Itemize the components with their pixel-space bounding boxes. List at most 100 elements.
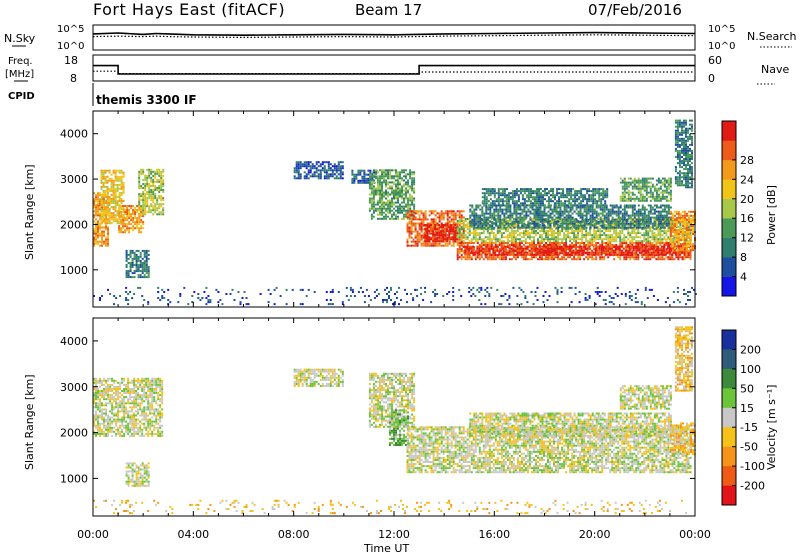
- scatter-cell: [627, 216, 630, 219]
- scatter-cell: [474, 238, 477, 241]
- scatter-cell: [462, 224, 465, 227]
- scatter-cell: [486, 220, 489, 222]
- scatter-cell: [521, 218, 524, 221]
- scatter-cell: [555, 256, 557, 259]
- scatter-cell: [368, 207, 371, 210]
- scatter-region-3: [138, 168, 165, 216]
- scatter-cell: [148, 191, 151, 193]
- scatter-cell: [498, 253, 501, 256]
- scatter-cell: [535, 208, 538, 211]
- scatter-cell: [549, 240, 551, 243]
- scatter-cell: [514, 222, 517, 224]
- scatter-cell: [397, 197, 399, 200]
- scatter-cell: [409, 207, 412, 210]
- scatter-cell: [599, 208, 602, 211]
- scatter-cell: [397, 187, 399, 190]
- scatter-cell: [458, 240, 461, 243]
- scatter-cell: [503, 214, 506, 217]
- scatter-cell: [381, 209, 383, 212]
- scatter-cell: [387, 211, 389, 214]
- scatter-cell: [615, 232, 618, 235]
- scatter-cell: [150, 209, 153, 212]
- scatter-cell: [97, 220, 99, 223]
- scatter-cell: [634, 247, 637, 250]
- scatter-cell: [131, 276, 134, 279]
- scatter-cell: [397, 189, 399, 192]
- scatter-cell: [502, 246, 505, 248]
- scatter-cell: [471, 206, 474, 209]
- scatter-cell: [659, 228, 662, 231]
- scatter-cell: [597, 226, 600, 229]
- scatter-cell: [496, 244, 499, 246]
- scatter-cell: [618, 251, 621, 254]
- scatter-cell: [526, 258, 529, 261]
- scatter-cell: [512, 236, 515, 239]
- scatter-cell: [158, 170, 161, 173]
- scatter-cell: [129, 266, 132, 268]
- scatter-cell: [573, 254, 576, 257]
- scatter-cell: [466, 253, 469, 256]
- scatter-cell: [480, 249, 483, 252]
- scatter-cell: [135, 264, 138, 266]
- scatter-cell: [424, 210, 427, 213]
- scatter-cell: [537, 224, 540, 227]
- scatter-cell: [491, 216, 494, 219]
- scatter-cell: [454, 236, 457, 239]
- scatter-cell: [500, 258, 503, 261]
- scatter-cell: [369, 169, 372, 172]
- scatter-cell: [587, 218, 590, 221]
- scatter-cell: [438, 228, 441, 231]
- scatter-cell: [101, 196, 103, 199]
- scatter-cell: [370, 197, 373, 200]
- scatter-cell: [95, 218, 97, 221]
- scatter-cell: [385, 217, 387, 220]
- scatter-cell: [621, 240, 624, 243]
- scatter-cell: [399, 177, 401, 180]
- scatter-cell: [603, 226, 606, 229]
- scatter-cell: [525, 206, 528, 209]
- scatter-cell: [583, 258, 586, 261]
- freq-left-tick-bottom: 8: [70, 72, 77, 85]
- scatter-cell: [100, 185, 103, 188]
- scatter-cell: [619, 242, 622, 244]
- scatter-cell: [543, 228, 545, 231]
- scatter-cell: [125, 264, 128, 266]
- scatter-cell: [489, 214, 492, 217]
- scatter-cell: [537, 210, 540, 213]
- scatter-cell: [593, 216, 596, 219]
- scatter-cell: [655, 244, 658, 246]
- scatter-cell: [383, 205, 385, 208]
- scatter-cell: [611, 226, 614, 229]
- scatter-cell: [504, 242, 507, 244]
- scatter-cell: [297, 163, 300, 166]
- scatter-cell: [353, 177, 356, 180]
- scatter-cell: [93, 230, 95, 233]
- scatter-cell: [611, 238, 614, 241]
- scatter-cell: [545, 230, 547, 233]
- scatter-cell: [315, 161, 318, 164]
- scatter-cell: [327, 175, 330, 178]
- scatter-cell: [397, 199, 399, 202]
- scatter-cell: [597, 214, 600, 217]
- scatter-cell: [383, 215, 385, 218]
- scatter-cell: [424, 230, 427, 233]
- scatter-cell: [504, 253, 507, 256]
- scatter-cell: [488, 247, 491, 250]
- scatter-cell: [641, 204, 644, 207]
- scatter-cell: [144, 207, 147, 210]
- scatter-cell: [569, 238, 572, 241]
- scatter-cell: [541, 230, 543, 233]
- scatter-cell: [370, 183, 373, 186]
- scatter-cell: [647, 204, 650, 207]
- scatter-cell: [108, 220, 111, 223]
- scatter-cell: [506, 220, 509, 222]
- scatter-cell: [156, 187, 159, 189]
- scatter-cell: [615, 204, 618, 207]
- scatter-cell: [480, 244, 483, 246]
- scatter-cell: [148, 209, 151, 212]
- scatter-cell: [481, 214, 484, 217]
- scatter-cell: [611, 228, 614, 231]
- scatter-cell: [650, 251, 653, 254]
- scatter-cell: [401, 205, 403, 208]
- scatter-cell: [490, 245, 493, 248]
